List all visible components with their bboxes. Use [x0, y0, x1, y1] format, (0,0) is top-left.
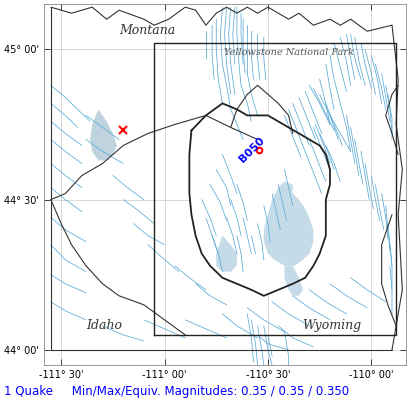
- Text: Montana: Montana: [119, 24, 175, 37]
- Polygon shape: [284, 266, 302, 296]
- Text: 1 Quake     Min/Max/Equiv. Magnitudes: 0.35 / 0.35 / 0.350: 1 Quake Min/Max/Equiv. Magnitudes: 0.35 …: [4, 385, 348, 398]
- Polygon shape: [189, 103, 329, 296]
- Polygon shape: [90, 110, 117, 160]
- Text: Idaho: Idaho: [86, 319, 122, 332]
- Text: Wyoming: Wyoming: [301, 319, 360, 332]
- Text: Yellowstone National Park: Yellowstone National Park: [223, 48, 353, 57]
- Text: B050: B050: [236, 135, 265, 164]
- Polygon shape: [216, 236, 236, 272]
- Polygon shape: [263, 182, 312, 266]
